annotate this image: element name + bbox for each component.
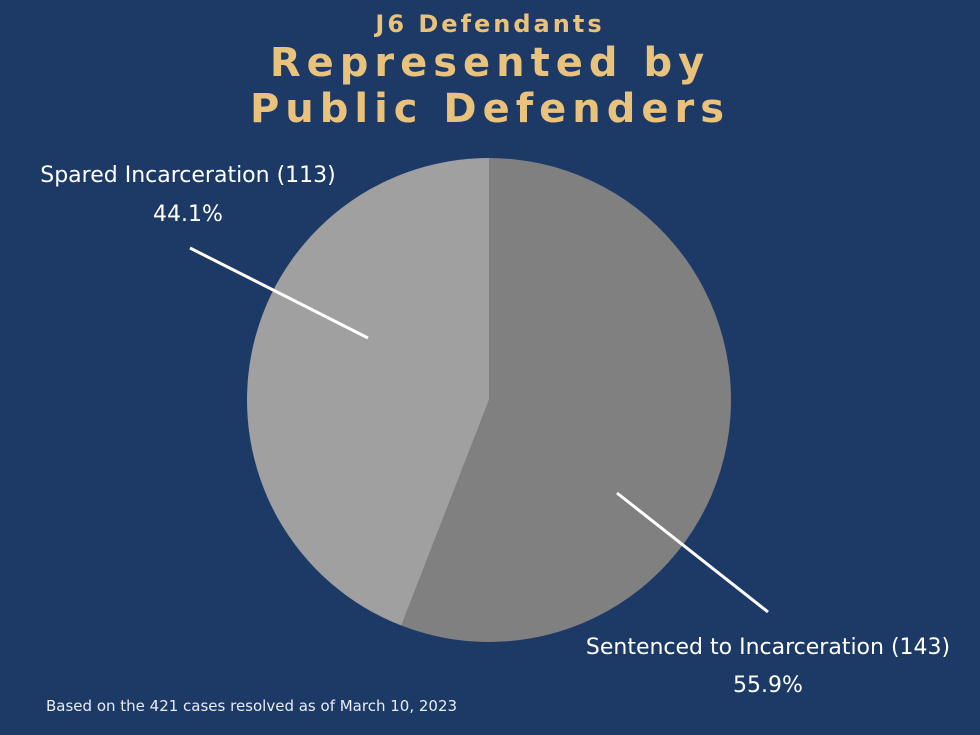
footnote: Based on the 421 cases resolved as of Ma…: [46, 697, 458, 715]
leader-line: [616, 491, 769, 614]
leader-line: [189, 246, 369, 340]
slice: [401, 158, 732, 642]
value-label: 55.9%: [733, 673, 803, 698]
value-label: 44.1%: [153, 202, 223, 227]
category-label: Spared Incarceration (113): [40, 163, 336, 188]
slice: [247, 158, 489, 626]
kicker: J6 Defendants: [375, 10, 605, 38]
category-label: Sentenced to Incarceration (143): [586, 635, 950, 660]
chart-title: Represented by Public Defenders: [249, 40, 731, 132]
